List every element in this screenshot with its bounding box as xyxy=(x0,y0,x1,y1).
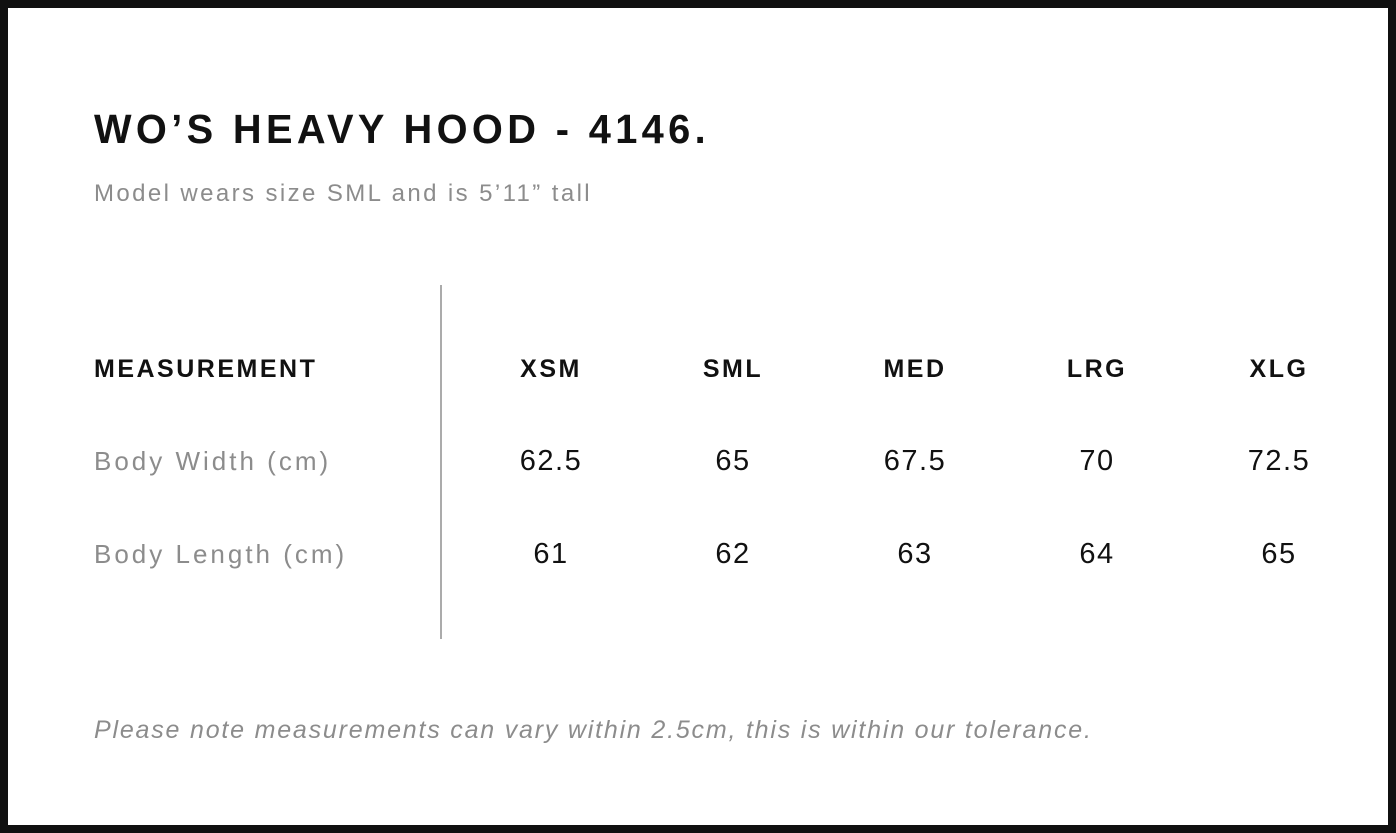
body-width-value-xsm: 62.5 xyxy=(519,444,583,477)
tolerance-note: Please note measurements can vary within… xyxy=(94,716,1093,744)
body-length-value-xsm: 61 xyxy=(533,537,569,570)
row-label-body-width: Body Width (cm) xyxy=(94,445,332,476)
table-divider-line xyxy=(440,285,442,639)
model-size-note: Model wears size SML and is 5’11” tall xyxy=(94,180,593,207)
column-header-med: MED xyxy=(883,354,947,383)
size-table: MEASUREMENT XSM SML MED LRG XLG Body Wid… xyxy=(94,285,1370,639)
body-length-value-sml: 62 xyxy=(715,537,751,570)
table-row-body-length: Body Length (cm) 61 62 63 64 65 xyxy=(94,524,1370,584)
table-header-row: MEASUREMENT XSM SML MED LRG XLG xyxy=(94,339,1370,399)
body-length-value-med: 63 xyxy=(897,537,933,570)
column-header-xsm: XSM xyxy=(520,354,582,383)
body-width-value-sml: 65 xyxy=(715,444,751,477)
page-title: WO’S HEAVY HOOD - 4146. xyxy=(94,106,711,152)
table-row-body-width: Body Width (cm) 62.5 65 67.5 70 72.5 xyxy=(94,431,1370,491)
row-label-body-length: Body Length (cm) xyxy=(94,538,348,569)
column-header-xlg: XLG xyxy=(1249,354,1309,383)
column-header-sml: SML xyxy=(702,354,764,383)
body-width-value-lrg: 70 xyxy=(1079,444,1115,477)
body-length-value-xlg: 65 xyxy=(1261,537,1297,570)
body-length-value-lrg: 64 xyxy=(1079,537,1115,570)
body-width-value-xlg: 72.5 xyxy=(1247,444,1311,477)
column-header-lrg: LRG xyxy=(1066,354,1128,383)
body-width-value-med: 67.5 xyxy=(883,444,947,477)
column-header-measurement: MEASUREMENT xyxy=(94,354,318,383)
